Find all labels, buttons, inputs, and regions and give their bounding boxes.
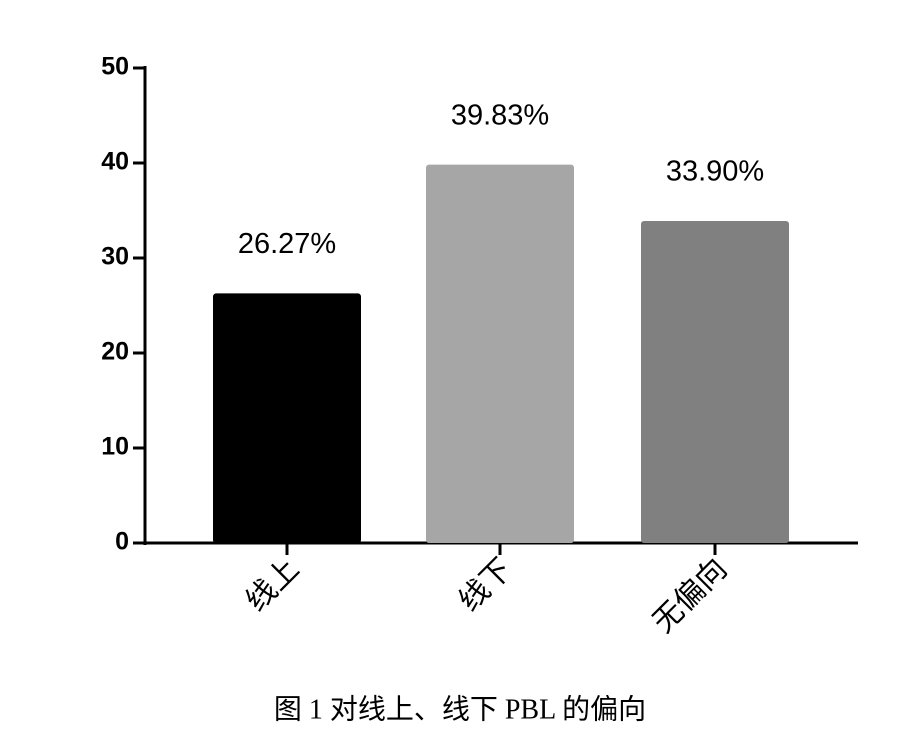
x-tick-label: 线上 xyxy=(240,552,306,618)
bar xyxy=(641,220,789,543)
y-tick-label: 50 xyxy=(101,53,129,81)
value-label: 33.90% xyxy=(666,156,764,188)
value-label: 39.83% xyxy=(451,99,549,131)
y-tick-label: 10 xyxy=(101,433,129,461)
bar xyxy=(213,293,361,543)
chart-title: 图 1 对线上、线下 PBL 的偏向 xyxy=(274,693,646,725)
y-tick-label: 40 xyxy=(101,148,129,176)
y-tick-label: 0 xyxy=(115,528,129,556)
x-tick-label: 无偏向 xyxy=(647,552,734,639)
y-tick-label: 30 xyxy=(101,243,129,271)
value-label: 26.27% xyxy=(238,228,336,260)
x-tick-label: 线下 xyxy=(453,552,519,618)
bar xyxy=(426,164,574,544)
y-tick-label: 20 xyxy=(101,338,129,366)
